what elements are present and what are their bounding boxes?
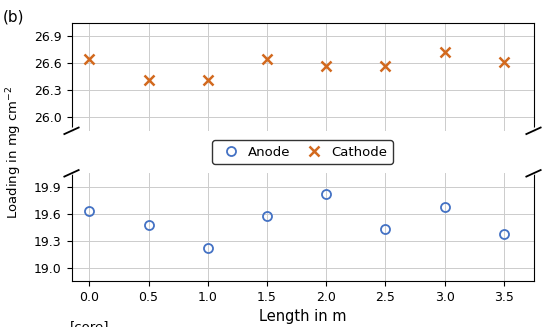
Anode	[323, 192, 329, 196]
Text: Loading in mg cm$^{-2}$: Loading in mg cm$^{-2}$	[4, 85, 24, 219]
Anode	[382, 227, 389, 231]
Anode	[145, 224, 152, 228]
Cathode	[382, 64, 389, 68]
Cathode	[500, 60, 507, 63]
Cathode	[145, 77, 152, 81]
Anode	[500, 232, 507, 235]
Cathode	[205, 77, 211, 81]
Cathode	[441, 50, 448, 54]
X-axis label: Length in m: Length in m	[258, 309, 346, 324]
Line: Cathode: Cathode	[84, 47, 509, 84]
Text: [core]: [core]	[69, 320, 109, 327]
Anode	[441, 205, 448, 209]
Text: (b): (b)	[3, 10, 24, 25]
Cathode	[263, 57, 270, 61]
Line: Anode: Anode	[85, 189, 508, 252]
Cathode	[86, 57, 92, 61]
Anode	[205, 246, 211, 250]
Cathode	[323, 64, 329, 68]
Anode	[263, 215, 270, 218]
Anode	[86, 209, 92, 213]
Legend: Anode, Cathode: Anode, Cathode	[212, 140, 393, 164]
